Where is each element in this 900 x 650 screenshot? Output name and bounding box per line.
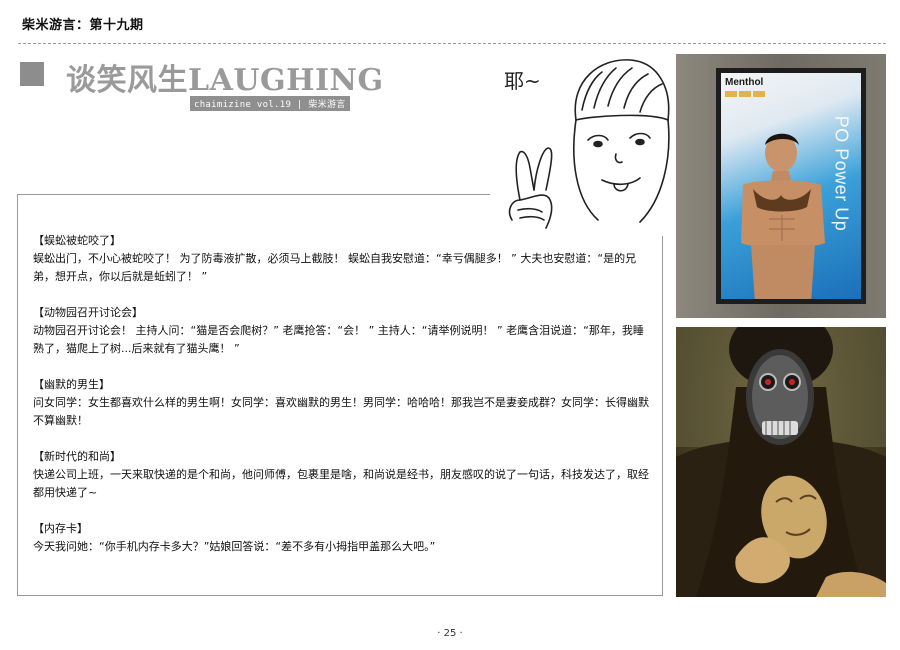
poster-brand-text: Menthol (725, 77, 764, 88)
joke-body: 动物园召开讨论会！ 主持人问：“猫是否会爬树？” 老鹰抢答：“会！ ” 主持人：… (33, 324, 644, 355)
page-number: · 25 · (437, 628, 463, 639)
cartoon-boy-illustration: 耶~ (490, 50, 672, 236)
mona-lisa-artwork (676, 327, 886, 597)
poster-model-figure (741, 133, 825, 299)
joke-title: 【蜈蚣被蛇咬了】 (33, 234, 121, 247)
section-subheading: chaimizine vol.19 | 柴米游言 (190, 96, 350, 111)
poster-photo: Menthol PO Power Up (676, 54, 886, 318)
joke-item: 【内存卡】 今天我问她：“你手机内存卡多大？”姑娘回答说：“差不多有小拇指甲盖那… (33, 520, 649, 556)
joke-title: 【新时代的和尚】 (33, 450, 121, 463)
joke-item: 【新时代的和尚】 快递公司上班，一天来取快递的是个和尚，他问师傅，包裹里是啥，和… (33, 448, 649, 502)
joke-body: 蜈蚣出门，不小心被蛇咬了！ 为了防毒液扩散，必须马上截肢！ 蜈蚣自我安慰道：“幸… (33, 252, 637, 283)
joke-title: 【幽默的男生】 (33, 378, 110, 391)
section-heading: 谈笑风生LAUGHING (66, 63, 384, 98)
magazine-issue-title: 柴米游言：第十九期 (22, 18, 144, 33)
header-divider (18, 43, 886, 44)
section-marker-square (20, 62, 44, 86)
mona-lisa-parody-image (676, 327, 886, 597)
joke-body: 快递公司上班，一天来取快递的是个和尚，他问师傅，包裹里是啥，和尚说是经书，朋友感… (33, 468, 649, 499)
joke-item: 【幽默的男生】 问女同学：女生都喜欢什么样的男生啊！女同学：喜欢幽默的男生！男同… (33, 376, 649, 430)
joke-item: 【蜈蚣被蛇咬了】 蜈蚣出门，不小心被蛇咬了！ 为了防毒液扩散，必须马上截肢！ 蜈… (33, 232, 649, 286)
cartoon-speech-text: 耶~ (504, 69, 541, 93)
jokes-frame (17, 194, 663, 596)
joke-body: 今天我问她：“你手机内存卡多大？”姑娘回答说：“差不多有小拇指甲盖那么大吧。” (33, 540, 436, 553)
joke-item: 【动物园召开讨论会】 动物园召开讨论会！ 主持人问：“猫是否会爬树？” 老鹰抢答… (33, 304, 649, 358)
poster-color-tags (725, 91, 765, 97)
advertisement-poster: Menthol PO Power Up (716, 68, 866, 304)
joke-title: 【内存卡】 (33, 522, 88, 535)
joke-title: 【动物园召开讨论会】 (33, 306, 143, 319)
joke-body: 问女同学：女生都喜欢什么样的男生啊！女同学：喜欢幽默的男生！男同学：哈哈哈！那我… (33, 396, 649, 427)
jokes-list: 【蜈蚣被蛇咬了】 蜈蚣出门，不小心被蛇咬了！ 为了防毒液扩散，必须马上截肢！ 蜈… (33, 232, 649, 574)
poster-slogan: PO Power Up (831, 115, 852, 232)
